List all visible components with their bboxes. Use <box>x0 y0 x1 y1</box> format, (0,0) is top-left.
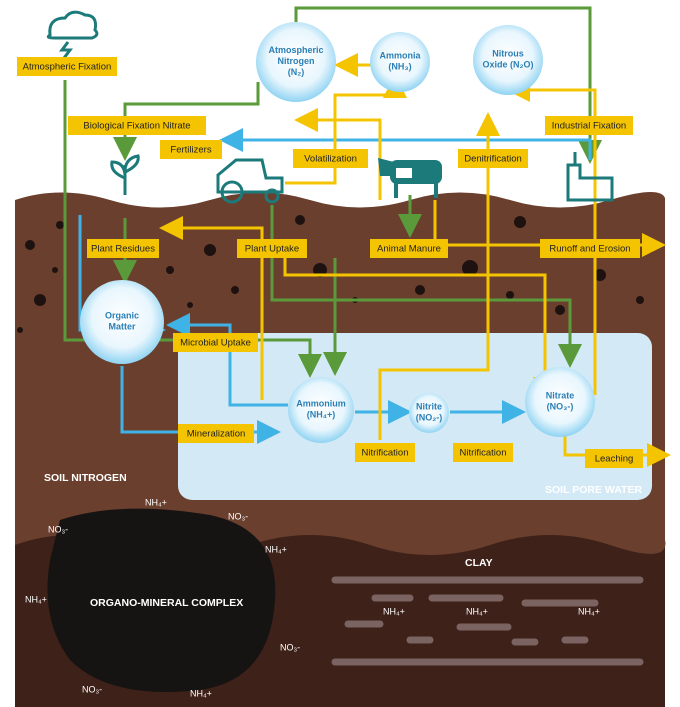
ion-label: NH₄+ <box>145 497 167 507</box>
node-label-line: Matter <box>108 322 136 332</box>
ion-label: NO₃- <box>48 524 68 534</box>
cloud-icon <box>48 12 97 38</box>
node-label-line: Ammonium <box>296 399 346 409</box>
node-label-line: Ammonia <box>379 51 421 61</box>
node-label-line: (NH₄+) <box>307 410 336 420</box>
process-label: Industrial Fixation <box>552 121 626 132</box>
process-label: Plant Uptake <box>245 244 299 255</box>
process-label: Microbial Uptake <box>180 338 251 349</box>
plant-icon <box>112 156 138 195</box>
ion-label: NO₃- <box>280 642 300 652</box>
diagram: AtmosphericNitrogen(N₂) Ammonia(NH₃) Nitro… <box>0 0 680 707</box>
process-label: Runoff and Erosion <box>549 244 630 255</box>
ion-label: NH₄+ <box>383 606 405 616</box>
process-label: Animal Manure <box>377 244 441 255</box>
node-label: Nitrate(NO₃-) <box>546 391 575 412</box>
ion-label: NO₃- <box>82 684 102 694</box>
ion-label: NH₄+ <box>466 606 488 616</box>
cow-icon <box>378 158 442 198</box>
tractor-icon <box>218 160 282 192</box>
ion-label: NH₄+ <box>265 544 287 554</box>
process-label: Fertilizers <box>170 145 211 156</box>
node-label: Nitrite(NO₂-) <box>416 402 443 423</box>
region-label: SOIL NITROGEN <box>44 472 127 484</box>
ion-label: NH₄+ <box>25 594 47 604</box>
arrow <box>296 8 590 158</box>
process-label: Denitrification <box>464 154 522 165</box>
lightning-icon <box>62 42 70 58</box>
process-label: Nitrification <box>460 448 507 459</box>
node-label-line: Organic <box>105 311 139 321</box>
process-label: Volatilization <box>304 154 357 165</box>
node-label-line: (NH₃) <box>388 62 411 72</box>
node-label-line: Nitrogen <box>278 56 315 66</box>
node-label-line: Nitrous <box>492 49 524 59</box>
node-label-line: Oxide (N₂O) <box>482 60 533 70</box>
region-label: SOIL PORE WATER <box>545 484 642 496</box>
node-label-line: (NO₂-) <box>416 413 443 423</box>
arrow <box>225 140 590 160</box>
process-label: Plant Residues <box>91 244 155 255</box>
node-label-line: Atmospheric <box>268 45 323 55</box>
process-label: Mineralization <box>187 429 246 440</box>
node-label-line: (NO₃-) <box>547 402 574 412</box>
process-label: Nitrification <box>362 448 409 459</box>
process-label: Atmospheric Fixation <box>23 62 112 73</box>
process-label: Biological Fixation Nitrate <box>83 121 190 132</box>
region-label: CLAY <box>465 557 493 569</box>
ion-label: NH₄+ <box>578 606 600 616</box>
node-label-line: Nitrite <box>416 402 442 412</box>
process-label: Leaching <box>595 454 634 465</box>
node-label-line: Nitrate <box>546 391 575 401</box>
node-label-line: (N₂) <box>288 67 305 77</box>
ion-label: NH₄+ <box>190 688 212 698</box>
region-label: ORGANO-MINERAL COMPLEX <box>90 597 243 609</box>
ion-label: NO₃- <box>228 511 248 521</box>
